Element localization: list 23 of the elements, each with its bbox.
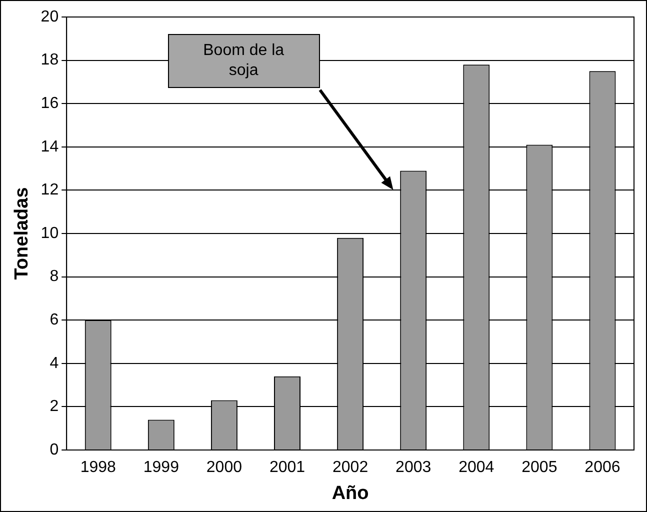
y-tick-label: 4 bbox=[50, 354, 59, 372]
y-tick-label: 2 bbox=[50, 398, 59, 416]
x-tick-label: 2002 bbox=[332, 459, 368, 476]
y-tick-label: 0 bbox=[50, 441, 59, 458]
x-tick-label: 2001 bbox=[269, 459, 306, 476]
callout-box: Boom de la soja bbox=[168, 34, 320, 88]
x-tick-label: 2000 bbox=[206, 459, 242, 476]
x-tick-label: 2003 bbox=[396, 459, 432, 476]
y-tick-label: 20 bbox=[40, 8, 59, 26]
x-tick-label: 2006 bbox=[584, 459, 620, 476]
x-axis-title: Año bbox=[332, 482, 369, 504]
y-axis-title: Toneladas bbox=[12, 187, 33, 280]
x-tick-label: 1998 bbox=[80, 459, 116, 476]
y-tick-label: 12 bbox=[40, 182, 59, 199]
y-tick-label: 8 bbox=[50, 268, 59, 286]
y-tick-label: 18 bbox=[40, 52, 59, 69]
y-tick-label: 6 bbox=[50, 312, 59, 329]
y-tick-label: 16 bbox=[40, 95, 59, 112]
x-tick-label: 2004 bbox=[458, 459, 494, 476]
y-tick-label: 14 bbox=[40, 138, 59, 156]
y-tick-label: 10 bbox=[40, 224, 59, 242]
x-tick-label: 2005 bbox=[522, 459, 558, 476]
x-tick-label: 1999 bbox=[143, 459, 180, 476]
